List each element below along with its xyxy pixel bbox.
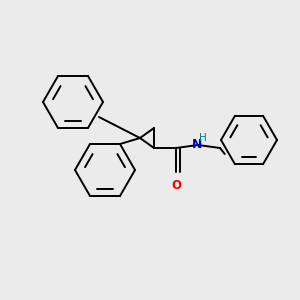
- Text: H: H: [199, 133, 207, 143]
- Text: N: N: [192, 137, 202, 151]
- Text: O: O: [171, 179, 181, 192]
